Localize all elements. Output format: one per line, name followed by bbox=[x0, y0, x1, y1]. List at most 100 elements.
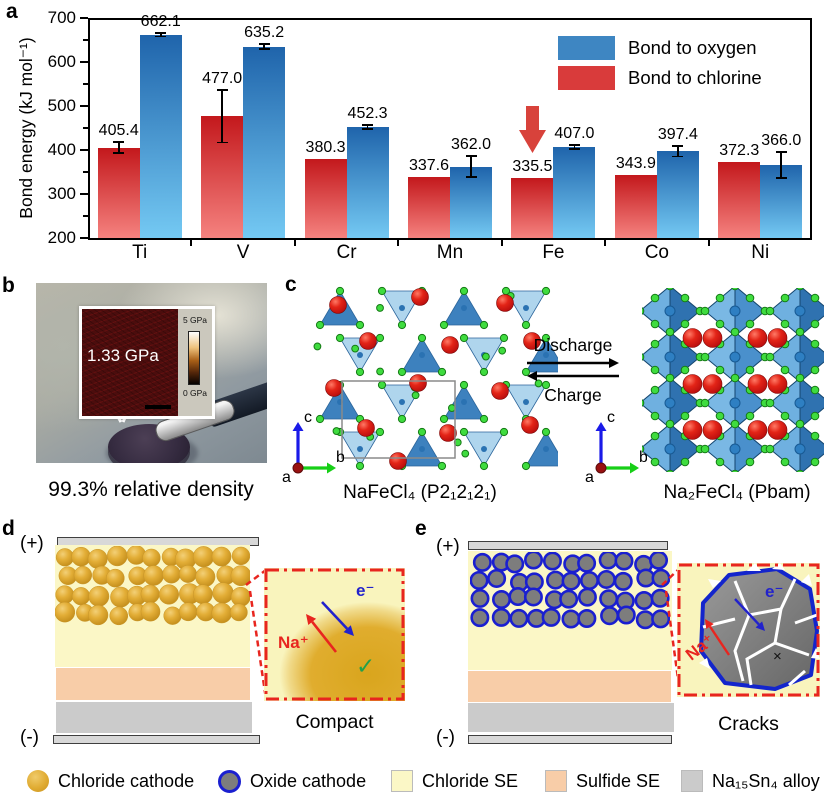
bar-value-label: 477.0 bbox=[202, 69, 243, 87]
bar-value-label: 662.1 bbox=[140, 12, 181, 30]
bar-chlorine-Ti bbox=[97, 147, 140, 238]
relative-density-caption: 99.3% relative density bbox=[48, 478, 254, 501]
error-bar-cap bbox=[258, 47, 270, 50]
discharge-charge-arrows bbox=[527, 358, 619, 381]
sulfide-se-layer bbox=[468, 671, 671, 702]
y-minor-tick bbox=[83, 83, 88, 85]
legend-item-alloy: Na₁₅Sn₄ alloy bbox=[681, 769, 820, 793]
afm-inset: 1.33 GPa 5 GPa 0 GPa bbox=[79, 306, 215, 419]
negative-terminal-label: (-) bbox=[20, 727, 39, 748]
panel-c-crystal-structures: c c b a c b a Discharge Charge NaFeCl₄ (P2₁2… bbox=[280, 270, 826, 515]
svg-text:✓: ✓ bbox=[356, 653, 375, 679]
panel-e-oxide-cell: e (+) (-) Na⁺ e⁻ × Cracks bbox=[412, 515, 826, 765]
annotation-down-arrow bbox=[518, 106, 546, 154]
legend-label: Chloride SE bbox=[422, 770, 519, 791]
compact-caption: Compact bbox=[295, 711, 374, 733]
chloride-cathode-particles bbox=[55, 546, 250, 626]
error-bar-line bbox=[677, 145, 679, 157]
spine-right bbox=[810, 18, 812, 240]
na2fecl4-label: Na₂FeCl₄ (Pbam) bbox=[663, 482, 811, 503]
x-category-label: Ni bbox=[751, 242, 770, 263]
colorbar-max-label: 5 GPa bbox=[182, 315, 208, 325]
y-minor-tick bbox=[83, 127, 88, 129]
x-tick bbox=[190, 240, 193, 246]
bar-oxygen-Cr bbox=[346, 126, 389, 238]
negative-terminal-label: (-) bbox=[436, 727, 455, 748]
error-bar-cap bbox=[672, 144, 684, 147]
y-major-tick bbox=[80, 17, 88, 19]
chart-legend-row: Bond to oxygen bbox=[558, 36, 757, 60]
error-bar-cap bbox=[672, 155, 684, 158]
svg-text:b: b bbox=[639, 449, 647, 466]
error-bar-cap bbox=[568, 144, 580, 147]
y-tick-label: 600 bbox=[47, 52, 76, 71]
bar-oxygen-Co bbox=[656, 151, 699, 238]
compact-particle bbox=[264, 568, 405, 701]
chloride-se-swatch bbox=[391, 770, 413, 792]
error-bar-cap bbox=[775, 177, 787, 180]
x-category-label: Ti bbox=[132, 242, 148, 263]
error-bar-cap bbox=[155, 32, 167, 34]
sulfide-se-layer bbox=[56, 668, 250, 700]
svg-text:×: × bbox=[773, 648, 782, 665]
panel-letter-a: a bbox=[6, 0, 18, 23]
svg-text:e⁻: e⁻ bbox=[765, 582, 783, 601]
legend-label: Sulfide SE bbox=[576, 770, 661, 791]
bar-value-label: 362.0 bbox=[450, 136, 492, 154]
oxide-cathode-swatch bbox=[218, 769, 241, 793]
x-tick bbox=[604, 240, 607, 246]
bar-value-label: 405.4 bbox=[98, 121, 139, 139]
chloride-cathode-swatch bbox=[27, 770, 49, 792]
zoom-indicator-lines bbox=[245, 569, 268, 700]
y-major-tick bbox=[80, 237, 88, 239]
error-bar-line bbox=[470, 156, 472, 178]
na2fecl4-structure bbox=[642, 288, 824, 472]
chart-legend-label: Bond to oxygen bbox=[628, 37, 757, 58]
legend-label: Na₁₅Sn₄ alloy bbox=[712, 770, 820, 791]
error-bar-cap bbox=[362, 124, 374, 127]
x-tick bbox=[397, 240, 400, 246]
y-axis-label: Bond energy (kJ mol⁻¹) bbox=[16, 37, 36, 219]
afm-colorbar-area: 5 GPa 0 GPa bbox=[178, 309, 212, 416]
error-bar-line bbox=[780, 151, 783, 179]
bar-value-label: 635.2 bbox=[244, 24, 285, 42]
y-minor-tick bbox=[83, 171, 88, 173]
chart-legend-row: Bond to chlorine bbox=[558, 66, 762, 90]
bar-chlorine-Ni bbox=[718, 162, 761, 238]
svg-text:c: c bbox=[607, 409, 615, 426]
positive-terminal-label: (+) bbox=[436, 536, 460, 557]
panel-d-chloride-cell: d (+) (-) Na⁺ e⁻ ✓ Compact bbox=[0, 515, 412, 765]
x-category-label: Fe bbox=[542, 242, 565, 263]
bar-oxygen-Fe bbox=[553, 146, 596, 238]
legend-item-sulfide-se: Sulfide SE bbox=[545, 769, 660, 793]
error-bar-cap bbox=[216, 141, 228, 144]
legend-item-chloride-cathode: Chloride cathode bbox=[27, 769, 194, 793]
y-major-tick bbox=[80, 149, 88, 151]
compact-particle-inset: Na⁺ e⁻ ✓ bbox=[264, 568, 405, 701]
error-bar-cap bbox=[216, 88, 228, 91]
oxide-cathode-particles bbox=[470, 552, 670, 630]
y-minor-tick bbox=[83, 39, 88, 41]
y-tick-label: 300 bbox=[47, 184, 76, 203]
spine-top bbox=[88, 18, 812, 20]
panel-letter-c: c bbox=[285, 273, 297, 296]
panel-b-photo: b 1.33 GPa 5 GPa 0 GPa 9 bbox=[0, 270, 280, 515]
bottom-electrode bbox=[53, 735, 260, 744]
axis-triad-left: c b a bbox=[282, 409, 344, 484]
charge-label: Charge bbox=[544, 385, 602, 405]
afm-colorbar bbox=[188, 331, 200, 385]
chart-legend-swatch bbox=[558, 66, 615, 90]
bar-value-label: 372.3 bbox=[719, 142, 760, 160]
x-category-label: Mn bbox=[436, 242, 464, 263]
bottom-electrode bbox=[468, 735, 672, 744]
bar-chlorine-Fe bbox=[511, 178, 554, 238]
svg-text:c: c bbox=[304, 409, 312, 426]
legend-item-chloride-se: Chloride SE bbox=[391, 769, 518, 793]
alloy-layer bbox=[468, 703, 674, 732]
afm-modulus-map: 1.33 GPa bbox=[82, 309, 178, 416]
bar-value-label: 407.0 bbox=[554, 125, 595, 143]
reaction-arrows-group: Discharge Charge bbox=[523, 334, 623, 406]
y-tick-label: 500 bbox=[47, 96, 76, 115]
error-bar-line bbox=[221, 89, 223, 143]
alloy-layer bbox=[56, 702, 252, 733]
